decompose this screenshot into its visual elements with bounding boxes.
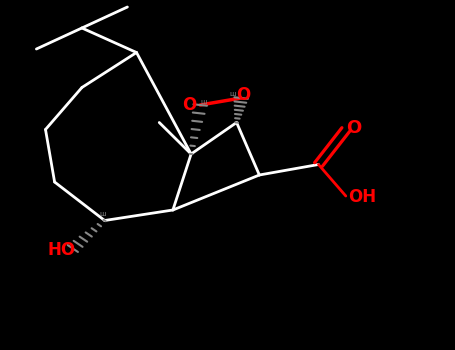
Text: HO: HO: [47, 241, 76, 259]
Text: O: O: [182, 96, 196, 114]
Text: O: O: [236, 85, 251, 104]
Text: ш: ш: [99, 210, 106, 217]
Text: ш: ш: [201, 99, 207, 105]
Text: ш: ш: [230, 91, 236, 98]
Text: O: O: [346, 119, 362, 137]
Text: OH: OH: [348, 188, 376, 206]
